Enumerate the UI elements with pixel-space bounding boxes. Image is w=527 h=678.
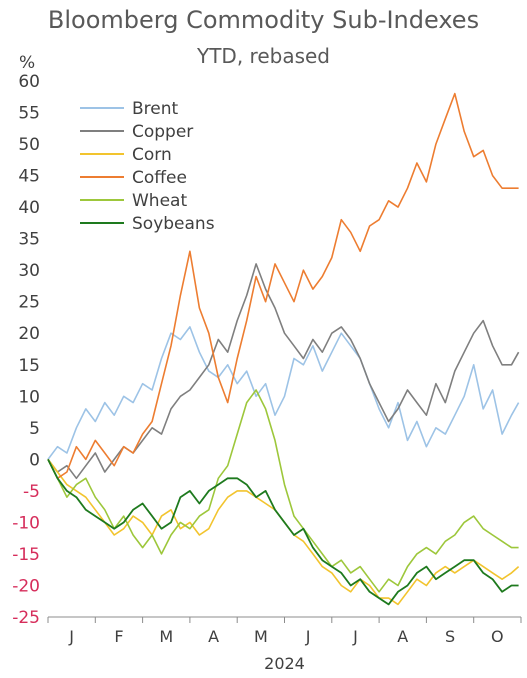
x-tick-label: M xyxy=(159,627,173,646)
y-tick-label: 50 xyxy=(18,135,40,155)
legend-label-corn: Corn xyxy=(132,145,172,165)
series-line-soybeans xyxy=(47,458,519,606)
x-tick-label: J xyxy=(305,627,311,646)
y-tick-label: 10 xyxy=(18,387,40,407)
y-tick-label: 0 xyxy=(29,450,40,470)
y-tick-label: 25 xyxy=(18,293,40,313)
y-tick-label: 40 xyxy=(18,198,40,218)
x-tick-label: J xyxy=(352,627,358,646)
y-axis-unit-label: % xyxy=(19,53,36,73)
chart-subtitle: YTD, rebased xyxy=(196,44,330,68)
legend-label-brent: Brent xyxy=(132,99,179,119)
series-layer xyxy=(47,92,520,606)
series-line-coffee xyxy=(47,92,519,480)
legend-label-copper: Copper xyxy=(132,122,193,142)
y-tick-label: -5 xyxy=(23,482,40,502)
x-axis-label: 2024 xyxy=(264,654,305,673)
legend-label-soybeans: Soybeans xyxy=(132,214,215,234)
y-tick-label: -10 xyxy=(12,513,40,533)
y-tick-label: -25 xyxy=(12,608,40,628)
x-tick-label: S xyxy=(445,627,455,646)
x-tick-label: A xyxy=(208,627,219,646)
y-tick-label: 15 xyxy=(18,356,40,376)
y-tick-label: -15 xyxy=(12,545,40,565)
x-tick-label: M xyxy=(254,627,268,646)
x-tick-label: O xyxy=(491,627,504,646)
y-tick-label: 30 xyxy=(18,261,40,281)
legend: Brent Copper Corn Coffee Wheat Soybeans xyxy=(80,99,215,234)
y-tick-label: 5 xyxy=(29,419,40,439)
legend-label-wheat: Wheat xyxy=(132,191,187,211)
series-line-brent xyxy=(47,326,520,460)
legend-label-coffee: Coffee xyxy=(132,168,187,188)
series-line-copper xyxy=(47,263,520,480)
x-tick-label: F xyxy=(114,627,123,646)
y-tick-label: 45 xyxy=(18,167,40,187)
y-tick-label: 55 xyxy=(18,104,40,124)
chart-title: Bloomberg Commodity Sub-Indexes xyxy=(47,6,480,34)
series-line-wheat xyxy=(47,389,519,593)
x-tick-label: J xyxy=(68,627,74,646)
x-tick-label: A xyxy=(397,627,408,646)
y-tick-label: -20 xyxy=(12,576,40,596)
y-tick-label: 60 xyxy=(18,72,40,92)
y-tick-label: 20 xyxy=(18,324,40,344)
y-tick-label: 35 xyxy=(18,230,40,250)
